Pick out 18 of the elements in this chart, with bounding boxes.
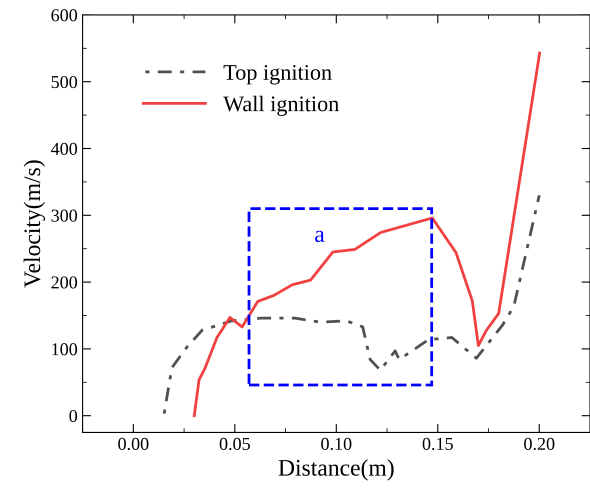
y-tick-label: 500 (52, 76, 78, 88)
x-tick-label: 0.15 (422, 438, 453, 450)
legend-label: Wall ignition (223, 96, 339, 116)
y-tick-label: 0 (69, 410, 78, 422)
x-tick-label: 0.05 (220, 438, 250, 450)
y-tick-label: 400 (51, 142, 78, 155)
y-axis-title: Velocity(m/s) (24, 160, 46, 288)
line-series (192, 52, 542, 418)
legend-label: Top ignition (224, 64, 332, 84)
y-tick-label: 600 (51, 9, 78, 22)
y-tick-label: 200 (51, 276, 78, 289)
x-tick-label: 0.10 (321, 438, 352, 450)
y-tick-label: 300 (52, 210, 78, 222)
x-tick-label: 0.00 (118, 438, 148, 450)
x-axis-title: Distance(m) (278, 459, 394, 481)
annotation: a (315, 230, 324, 242)
x-tick-label: 0.20 (524, 438, 554, 450)
y-tick-label: 100 (52, 343, 78, 356)
